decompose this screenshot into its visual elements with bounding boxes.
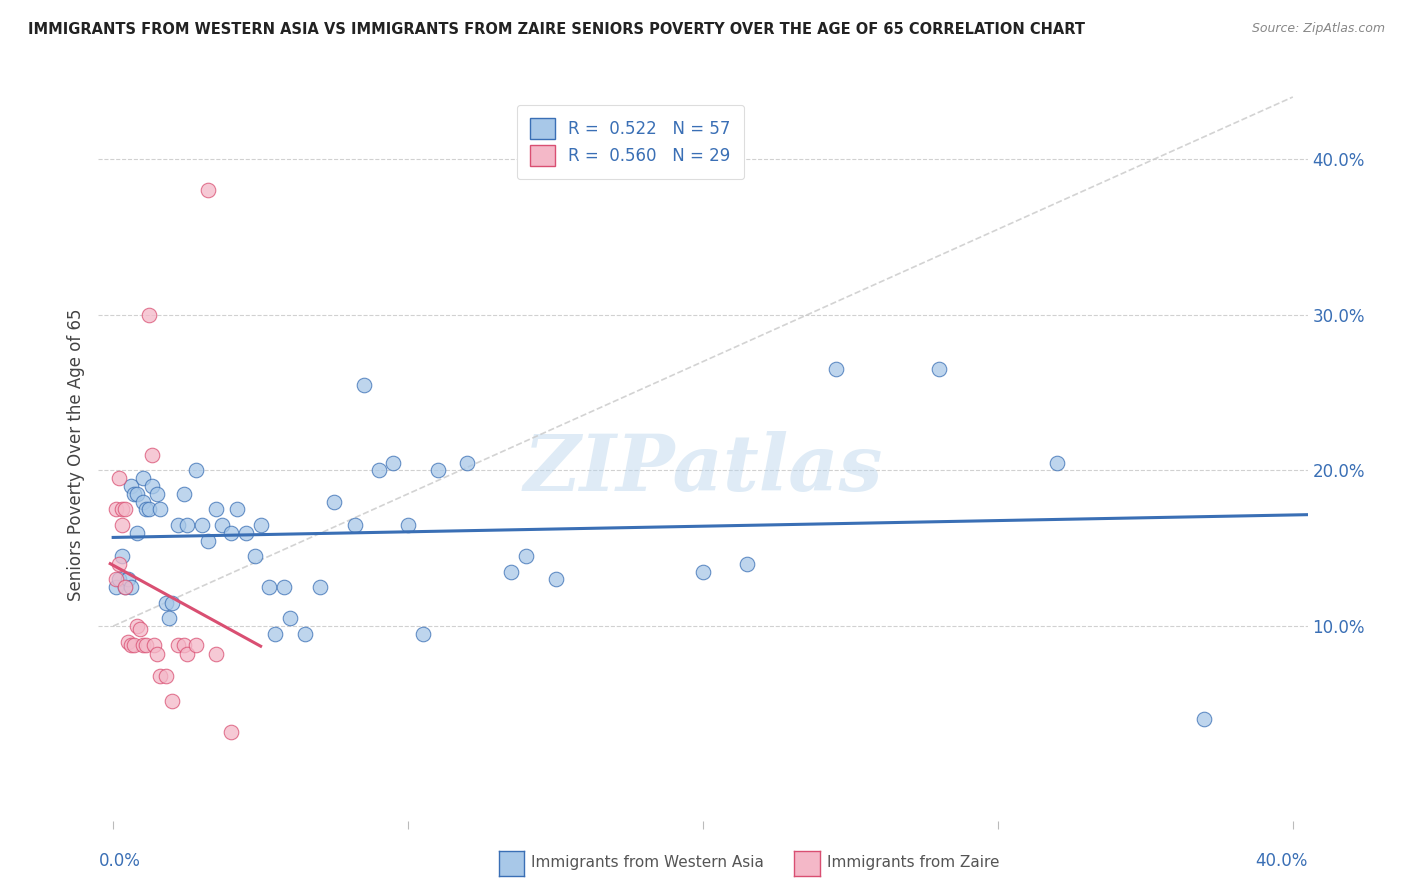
Point <box>197 533 219 548</box>
Point <box>120 580 142 594</box>
Point <box>173 487 195 501</box>
Point <box>205 502 228 516</box>
Point <box>1194 713 1216 727</box>
Point <box>1046 456 1069 470</box>
Point <box>131 471 153 485</box>
Text: ZIPatlas: ZIPatlas <box>523 432 883 508</box>
Point <box>294 627 316 641</box>
Point <box>149 502 172 516</box>
Point <box>105 580 128 594</box>
Point <box>149 669 172 683</box>
Point <box>105 573 128 587</box>
Point <box>167 638 190 652</box>
Point <box>176 518 198 533</box>
Point <box>117 573 139 587</box>
Point <box>692 565 714 579</box>
Point <box>219 725 242 739</box>
Point <box>138 308 160 322</box>
Point <box>125 525 148 540</box>
Point <box>235 525 257 540</box>
Point <box>219 525 242 540</box>
Legend: R =  0.522   N = 57, R =  0.560   N = 29: R = 0.522 N = 57, R = 0.560 N = 29 <box>517 105 744 179</box>
Point <box>143 638 166 652</box>
Point <box>146 487 169 501</box>
Point <box>131 638 153 652</box>
Y-axis label: Seniors Poverty Over the Age of 65: Seniors Poverty Over the Age of 65 <box>66 309 84 601</box>
Point <box>122 638 145 652</box>
Point <box>735 557 758 571</box>
Point <box>426 463 449 477</box>
Point <box>131 494 153 508</box>
Point <box>141 479 163 493</box>
Point <box>125 619 148 633</box>
Point <box>264 627 287 641</box>
Point <box>184 463 207 477</box>
Text: Immigrants from Western Asia: Immigrants from Western Asia <box>531 855 765 870</box>
Point <box>367 463 389 477</box>
Point <box>544 573 567 587</box>
Point <box>167 518 190 533</box>
Point <box>308 580 330 594</box>
Point <box>396 518 419 533</box>
Point <box>117 634 139 648</box>
Text: 40.0%: 40.0% <box>1256 852 1308 870</box>
Point <box>114 502 136 516</box>
Point <box>928 362 950 376</box>
Point <box>128 622 150 636</box>
Point <box>160 694 183 708</box>
Point <box>111 518 134 533</box>
Point <box>105 502 128 516</box>
Text: 0.0%: 0.0% <box>98 852 141 870</box>
Point <box>125 487 148 501</box>
Point <box>205 647 228 661</box>
Point <box>120 479 142 493</box>
Point <box>173 638 195 652</box>
Point <box>343 518 366 533</box>
Point <box>184 638 207 652</box>
Point <box>146 647 169 661</box>
Point <box>515 549 537 563</box>
Point <box>456 456 478 470</box>
Point <box>108 471 131 485</box>
Point <box>190 518 212 533</box>
Point <box>824 362 846 376</box>
Point <box>501 565 523 579</box>
Point <box>382 456 405 470</box>
Point <box>249 518 271 533</box>
Point <box>211 518 233 533</box>
Point <box>226 502 249 516</box>
Point <box>135 638 157 652</box>
Text: IMMIGRANTS FROM WESTERN ASIA VS IMMIGRANTS FROM ZAIRE SENIORS POVERTY OVER THE A: IMMIGRANTS FROM WESTERN ASIA VS IMMIGRAN… <box>28 22 1085 37</box>
Point <box>138 502 160 516</box>
Point <box>176 647 198 661</box>
Point <box>197 183 219 197</box>
Point <box>412 627 434 641</box>
Point <box>114 580 136 594</box>
Point <box>278 611 301 625</box>
Point <box>160 596 183 610</box>
Point <box>122 487 145 501</box>
Text: Source: ZipAtlas.com: Source: ZipAtlas.com <box>1251 22 1385 36</box>
Point <box>114 580 136 594</box>
Point <box>323 494 346 508</box>
Point <box>155 596 177 610</box>
Point <box>111 502 134 516</box>
Point <box>259 580 281 594</box>
Point <box>273 580 295 594</box>
Point <box>108 557 131 571</box>
Point <box>353 377 375 392</box>
Text: Immigrants from Zaire: Immigrants from Zaire <box>827 855 1000 870</box>
Point <box>157 611 180 625</box>
Point <box>135 502 157 516</box>
Point <box>111 549 134 563</box>
Point <box>155 669 177 683</box>
Point <box>243 549 266 563</box>
Point <box>108 573 131 587</box>
Point <box>141 448 163 462</box>
Point <box>120 638 142 652</box>
